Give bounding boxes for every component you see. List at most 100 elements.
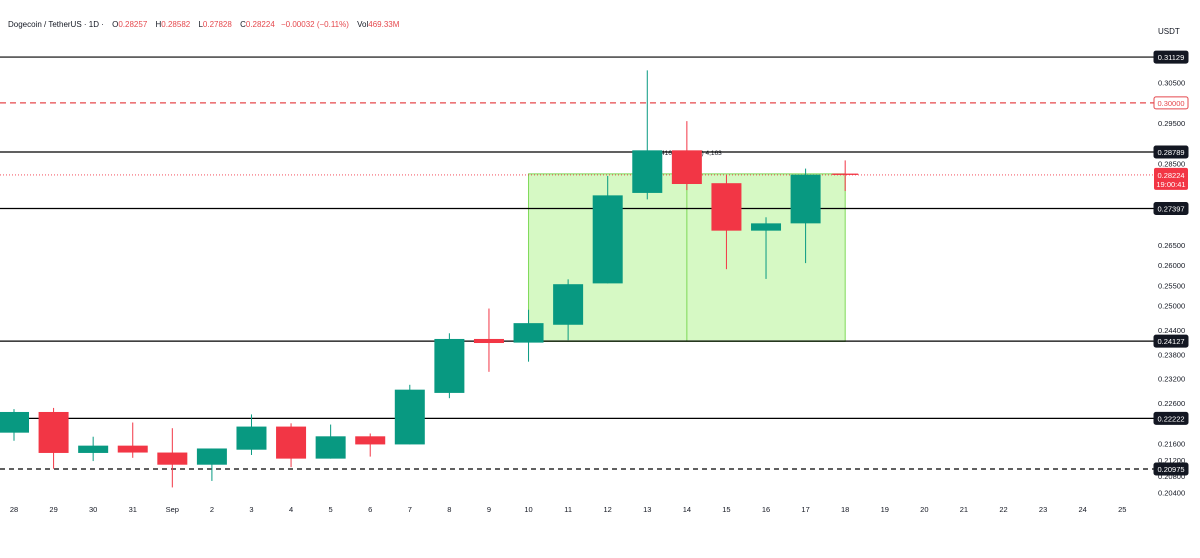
date-tick-label: 3 <box>249 505 253 514</box>
level-badge <box>1153 96 1189 110</box>
level-badge-label: 0.31129 <box>1158 53 1185 62</box>
date-tick-label: 10 <box>524 505 532 514</box>
date-tick-label: 21 <box>960 505 968 514</box>
price-tick-label: 0.21600 <box>1158 440 1185 449</box>
candle-body <box>394 389 425 445</box>
candle-body <box>117 445 148 453</box>
level-badge <box>1153 411 1189 425</box>
candle-body <box>513 323 544 343</box>
price-tick-label: 0.20800 <box>1158 472 1185 481</box>
date-tick-label: 24 <box>1078 505 1086 514</box>
date-tick-label: 14 <box>683 505 691 514</box>
candle-body <box>38 411 69 453</box>
candle-body <box>315 436 346 459</box>
currency-label: USDT <box>1158 27 1180 36</box>
close-label: C <box>240 20 246 29</box>
level-badge-label: 0.24127 <box>1157 337 1184 346</box>
candle-body <box>553 284 584 325</box>
close-value: 0.28224 <box>245 20 275 29</box>
volume-value: 469.33M <box>368 20 400 29</box>
change-value: −0.00032 (−0.11%) <box>281 20 349 29</box>
date-tick-label: 25 <box>1118 505 1126 514</box>
date-tick-label: 31 <box>129 505 137 514</box>
date-tick-label: 22 <box>999 505 1007 514</box>
price-tick-label: 0.29500 <box>1158 119 1185 128</box>
price-tick-label: 0.21200 <box>1158 456 1185 465</box>
open-label: O <box>112 20 119 29</box>
price-tick-label: 0.30500 <box>1158 79 1185 88</box>
date-tick-label: 17 <box>801 505 809 514</box>
date-tick-label: 13 <box>643 505 651 514</box>
date-tick-label: 9 <box>487 505 491 514</box>
level-badge-label: 0.22222 <box>1157 414 1184 423</box>
price-tick-label: 0.26500 <box>1158 241 1185 250</box>
low-value: 0.27828 <box>202 20 232 29</box>
date-tick-label: 7 <box>408 505 412 514</box>
candle-body <box>434 338 465 393</box>
candle-body <box>832 173 859 175</box>
time-axis[interactable]: 28 29 30 31 Sep 2 3 4 5 6 7 8 9 10 11 12 13 14 15 16 17 18 19 2… <box>10 505 1127 514</box>
candle-body <box>592 195 623 284</box>
open-value: 0.28257 <box>118 20 148 29</box>
countdown-label: 19:00:41 <box>1156 180 1185 189</box>
candle-body <box>236 426 267 450</box>
level-badge-label: 0.28789 <box>1157 148 1184 157</box>
volume-label: Vol <box>357 20 369 29</box>
candle-body <box>78 445 109 453</box>
date-tick-label: 19 <box>881 505 889 514</box>
date-tick-label: 11 <box>564 505 572 514</box>
date-tick-label: 8 <box>447 505 451 514</box>
candle-body <box>276 426 307 459</box>
candle-body <box>751 223 782 231</box>
candles-layer <box>0 70 859 488</box>
date-tick-label: 23 <box>1039 505 1047 514</box>
levels-layer <box>0 56 1154 470</box>
price-tick-label: 0.23800 <box>1158 350 1185 359</box>
price-tick-label: 0.22600 <box>1158 399 1185 408</box>
level-badge-label: 0.27397 <box>1157 204 1184 213</box>
date-tick-label: 5 <box>329 505 333 514</box>
level-badge <box>1153 334 1189 348</box>
candle-body <box>0 411 29 433</box>
price-axis[interactable]: 0.31129 0.30000 0.28789 0.27397 0.24127 0.222… <box>1153 50 1189 497</box>
level-badge <box>1153 462 1189 476</box>
price-tick-label: 0.26000 <box>1158 261 1185 270</box>
date-tick-label: 20 <box>920 505 928 514</box>
candle-body <box>473 338 504 344</box>
date-tick-label: 29 <box>49 505 57 514</box>
candle-body <box>671 150 702 185</box>
level-badge <box>1153 145 1189 159</box>
candle-body <box>632 150 663 193</box>
date-tick-label: Sep <box>166 505 179 514</box>
candle-body <box>790 174 821 224</box>
date-tick-label: 28 <box>10 505 18 514</box>
price-tick-label: 0.25500 <box>1158 281 1185 290</box>
date-tick-label: 4 <box>289 505 293 514</box>
low-label: L <box>198 20 203 29</box>
high-value: 0.28582 <box>161 20 191 29</box>
price-tick-label: 0.23200 <box>1158 375 1185 384</box>
date-tick-label: 30 <box>89 505 97 514</box>
current-price-badge <box>1154 167 1188 190</box>
date-tick-label: 2 <box>210 505 214 514</box>
date-tick-label: 16 <box>762 505 770 514</box>
candle-body <box>196 448 227 465</box>
price-tick-label: 0.25000 <box>1158 302 1185 311</box>
candle-body <box>711 183 742 231</box>
level-badge <box>1153 201 1189 215</box>
candle-body <box>355 436 386 445</box>
date-tick-label: 12 <box>604 505 612 514</box>
level-badge-label: 0.20975 <box>1157 465 1184 474</box>
date-tick-label: 15 <box>722 505 730 514</box>
candle-body <box>157 452 188 465</box>
level-badge <box>1153 50 1189 64</box>
high-label: H <box>155 20 162 29</box>
date-tick-label: 18 <box>841 505 849 514</box>
symbol-title: Dogecoin / TetherUS · 1D · <box>8 20 107 29</box>
price-tick-label: 0.24400 <box>1158 326 1185 335</box>
date-tick-label: 6 <box>368 505 372 514</box>
symbol-header: Dogecoin / TetherUS · 1D · O0.28257 H0.2… <box>8 20 399 29</box>
level-badge-label: 0.30000 <box>1157 99 1184 108</box>
